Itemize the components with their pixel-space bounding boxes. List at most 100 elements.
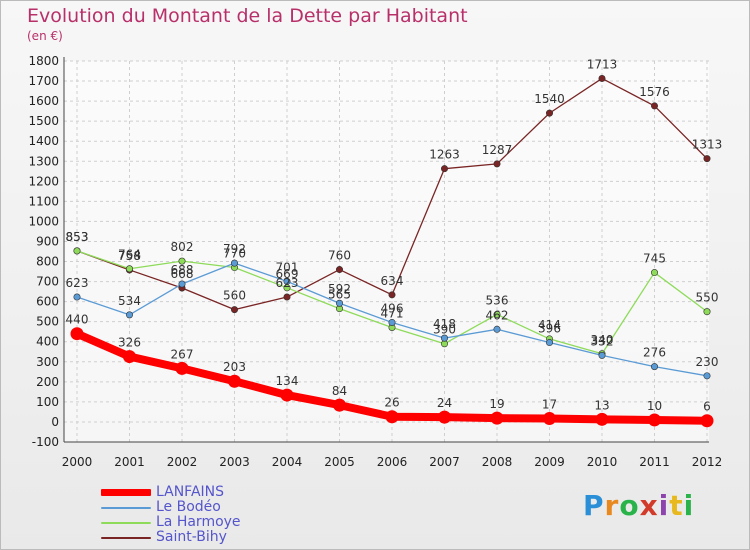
data-point (335, 299, 343, 307)
data-point (493, 310, 501, 318)
legend-label: Saint-Bihy (156, 529, 227, 545)
data-label: 134 (276, 374, 299, 388)
chart-title: Evolution du Montant de la Dette par Hab… (27, 5, 468, 27)
legend-swatch (101, 506, 151, 509)
data-label: 203 (223, 360, 246, 374)
data-label: 668 (171, 267, 194, 281)
data-point (388, 291, 396, 299)
y-tick-label: 1200 (28, 174, 59, 188)
data-point (545, 339, 553, 347)
y-tick-label: 1300 (28, 154, 59, 168)
y-tick-label: 600 (36, 295, 59, 309)
logo-letter: i (683, 489, 695, 522)
data-point (543, 412, 556, 426)
data-label: 560 (223, 289, 246, 303)
x-tick-label: 2011 (639, 455, 670, 469)
data-label: 688 (171, 263, 194, 277)
data-point (493, 160, 501, 168)
data-point (438, 410, 451, 424)
x-tick-label: 2001 (114, 455, 145, 469)
y-tick-label: 400 (36, 335, 59, 349)
x-tick-label: 2007 (429, 455, 460, 469)
x-tick-label: 2006 (377, 455, 408, 469)
data-label: 534 (118, 294, 141, 308)
data-point (70, 327, 84, 341)
data-label: 414 (538, 318, 561, 332)
data-label: 326 (118, 336, 141, 350)
data-point (700, 414, 714, 428)
data-label: 496 (381, 301, 404, 315)
x-tick-label: 2009 (534, 455, 565, 469)
data-label: 24 (437, 396, 452, 410)
logo-letter: P (583, 489, 605, 522)
legend-label: Le Bodéo (156, 499, 221, 515)
data-point (333, 398, 346, 412)
y-tick-label: 1600 (28, 94, 59, 108)
x-tick-label: 2003 (219, 455, 250, 469)
y-tick-label: 1100 (28, 194, 59, 208)
data-label: 418 (433, 317, 456, 331)
data-label: 17 (542, 398, 557, 412)
data-label: 634 (381, 274, 404, 288)
data-label: 6 (703, 400, 711, 414)
y-tick-label: 1000 (28, 214, 59, 228)
data-label: 230 (696, 355, 719, 369)
legend-swatch (101, 521, 151, 524)
y-tick-label: 1800 (28, 54, 59, 68)
y-tick-label: 100 (36, 395, 59, 409)
data-point (385, 410, 399, 424)
data-point (178, 280, 186, 288)
x-tick-label: 2005 (324, 455, 355, 469)
data-point (598, 351, 606, 359)
data-label: 764 (118, 248, 141, 262)
y-tick-label: 500 (36, 315, 59, 329)
data-point (335, 266, 343, 274)
data-point (126, 311, 134, 319)
data-label: 1287 (482, 143, 513, 157)
logo-letter: r (604, 489, 620, 522)
data-label: 462 (486, 308, 509, 322)
x-tick-label: 2010 (587, 455, 618, 469)
data-point (440, 165, 448, 173)
data-point (123, 350, 136, 364)
data-point (703, 372, 711, 380)
data-label: 745 (643, 252, 666, 266)
data-label: 760 (328, 249, 351, 263)
data-point (703, 155, 711, 163)
data-label: 1713 (587, 57, 618, 71)
data-point (440, 334, 448, 342)
data-label: 1540 (534, 92, 565, 106)
data-label: 396 (538, 322, 561, 336)
data-point (595, 412, 609, 426)
data-label: 623 (66, 276, 89, 290)
data-label: 440 (66, 313, 89, 327)
legend-swatch (101, 489, 151, 496)
data-point (73, 247, 81, 255)
legend-label: La Harmoye (156, 514, 241, 530)
data-label: 853 (66, 230, 89, 244)
y-tick-label: 1500 (28, 114, 59, 128)
data-label: 701 (276, 260, 299, 274)
y-tick-label: 300 (36, 355, 59, 369)
data-label: 565 (328, 288, 351, 302)
plot-area (64, 61, 709, 442)
legend-label: LANFAINS (156, 484, 225, 500)
x-tick-label: 2012 (692, 455, 723, 469)
data-label: 340 (591, 333, 614, 347)
data-point (126, 265, 134, 273)
data-point (175, 361, 189, 375)
data-label: 802 (171, 240, 194, 254)
chart-subtitle: (en €) (27, 29, 63, 43)
data-label: 276 (643, 346, 666, 360)
data-point (545, 109, 553, 117)
data-point (283, 277, 291, 285)
y-tick-label: 800 (36, 255, 59, 269)
data-label: 84 (332, 384, 347, 398)
data-point (490, 411, 504, 425)
y-tick-label: 1400 (28, 134, 59, 148)
data-label: 550 (696, 291, 719, 305)
data-label: 792 (223, 242, 246, 256)
data-label: 267 (171, 347, 194, 361)
